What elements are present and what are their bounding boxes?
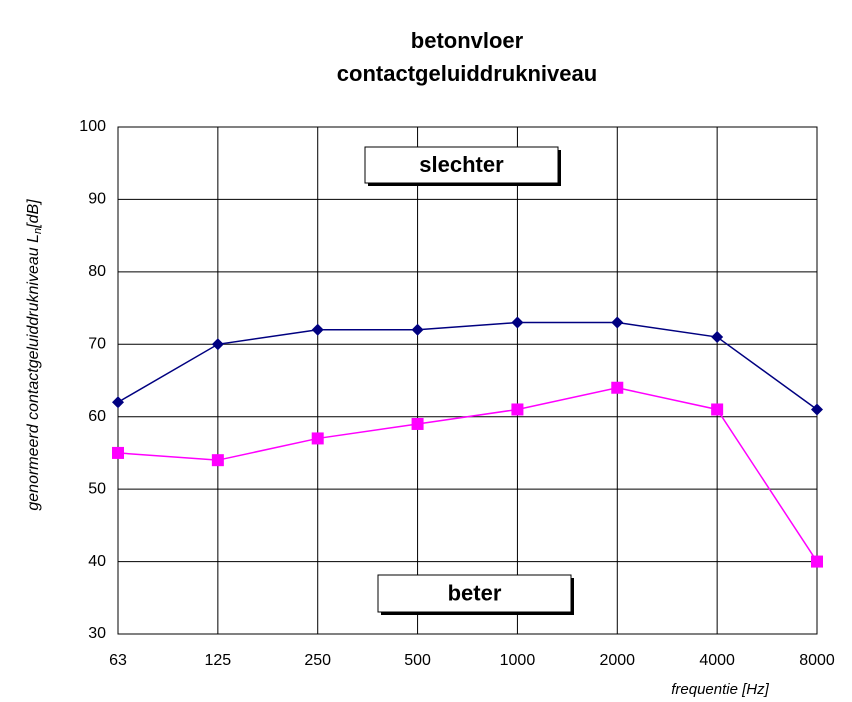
marker-diamond (411, 323, 424, 336)
plot-area (117, 126, 818, 635)
x-axis-label: frequentie [Hz] (671, 681, 769, 698)
chart-title: contactgeluiddrukniveau (337, 61, 597, 86)
marker-diamond (112, 396, 124, 409)
y-tick-label: 100 (79, 118, 106, 135)
y-axis-label-unit: [dB] (25, 199, 42, 229)
marker-square (211, 454, 224, 467)
marker-square (611, 381, 624, 394)
marker-square (711, 403, 724, 416)
y-tick-label: 80 (88, 263, 106, 280)
marker-square (112, 446, 124, 459)
annotation-box (364, 146, 559, 184)
y-tick-label: 30 (88, 625, 106, 642)
marker-diamond (711, 331, 724, 344)
series-line (117, 386, 818, 562)
chart-title: betonvloer (411, 28, 524, 53)
marker-diamond (311, 323, 324, 336)
marker-diamond (511, 316, 524, 329)
x-tick-label: 125 (205, 652, 232, 669)
annotation: slechter (419, 152, 504, 177)
annotation-box (377, 574, 572, 613)
y-tick-label: 40 (88, 553, 106, 570)
annotation: beter (448, 580, 502, 605)
x-tick-label: 1000 (500, 652, 536, 669)
marker-diamond (811, 403, 823, 416)
marker-diamond (211, 338, 224, 351)
x-tick-label: 250 (304, 652, 331, 669)
x-tick-label: 500 (404, 652, 431, 669)
series-line (117, 321, 818, 411)
x-tick-label: 8000 (799, 652, 835, 669)
x-tick-label: 63 (109, 652, 127, 669)
x-tick-label: 2000 (599, 652, 635, 669)
marker-square (411, 417, 424, 430)
x-tick-label: 4000 (699, 652, 735, 669)
y-axis-label: genormeerd contactgeluiddrukniveau Ln[dB… (25, 199, 44, 511)
y-axis-label-main: genormeerd contactgeluiddrukniveau L (25, 234, 42, 511)
y-axis-label-sub: n (32, 228, 44, 234)
marker-square (311, 432, 324, 445)
y-tick-label: 90 (88, 191, 106, 208)
marker-square (811, 555, 823, 568)
y-tick-label: 60 (88, 408, 106, 425)
marker-square (511, 403, 524, 416)
y-tick-label: 70 (88, 336, 106, 353)
y-tick-label: 50 (88, 480, 106, 497)
marker-diamond (611, 316, 624, 329)
